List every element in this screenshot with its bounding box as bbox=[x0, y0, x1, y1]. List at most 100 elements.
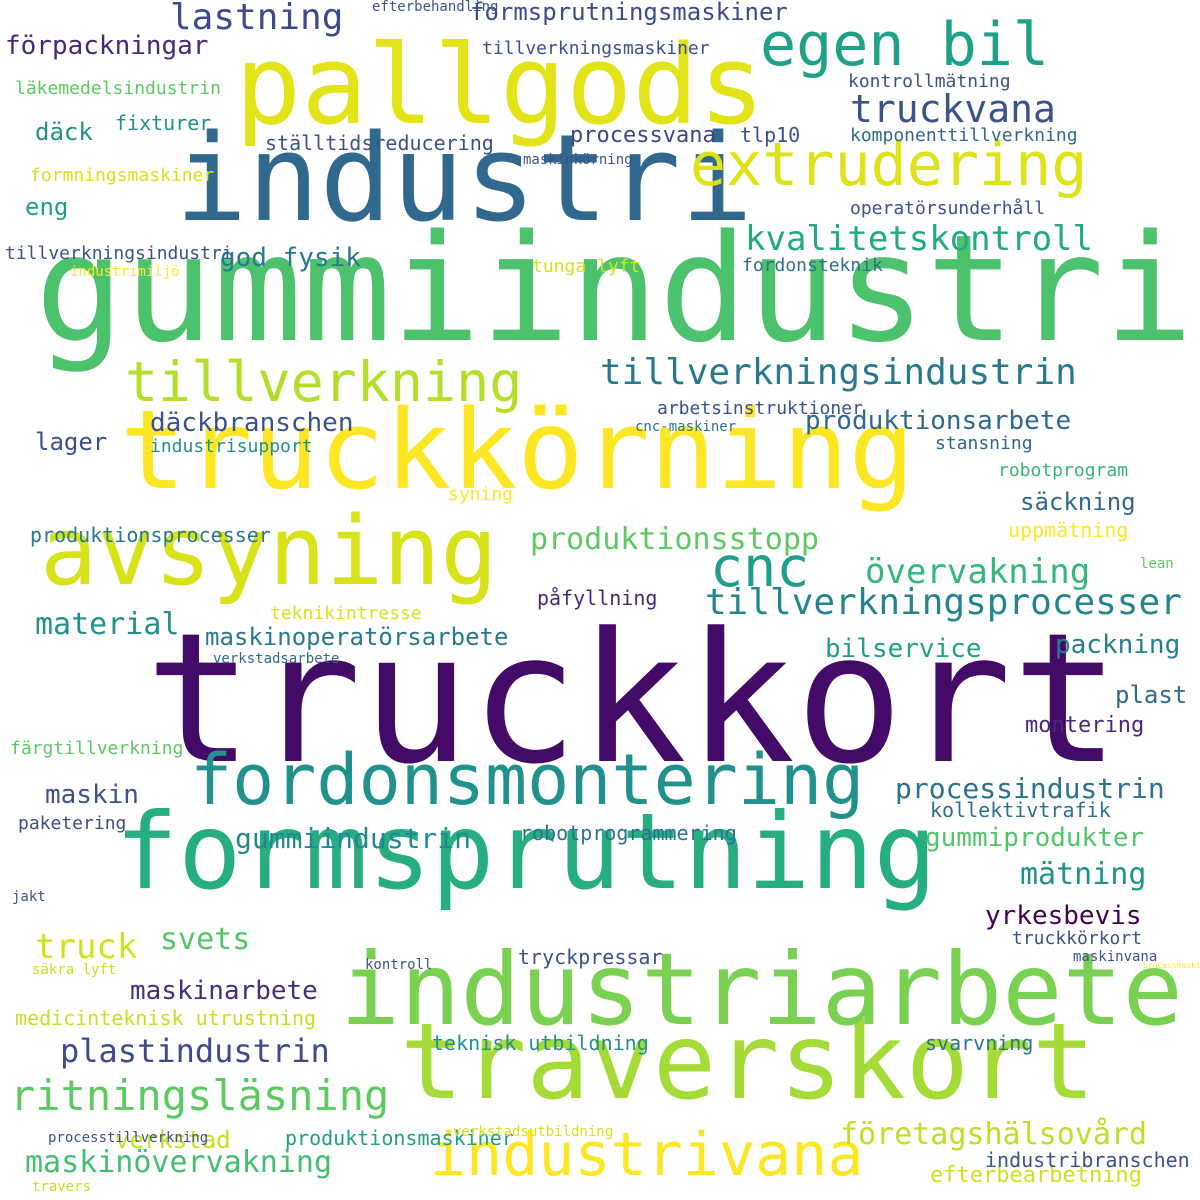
cloud-word: robotprogrammering bbox=[520, 821, 737, 845]
cloud-word: god fysik bbox=[220, 243, 361, 273]
cloud-word: verkstadsarbete bbox=[213, 651, 340, 667]
cloud-word: svarvning bbox=[925, 1031, 1034, 1055]
cloud-word: tillverkningsindustri bbox=[5, 243, 233, 264]
cloud-word: jakt bbox=[12, 889, 46, 905]
cloud-word: lastning bbox=[170, 0, 344, 38]
cloud-word: industriarbete bbox=[340, 931, 1183, 1048]
cloud-word: säckning bbox=[1020, 488, 1136, 516]
cloud-word: processindustrin bbox=[895, 772, 1165, 805]
cloud-word: industrisupport bbox=[150, 436, 313, 457]
cloud-word: kvalitetskontroll bbox=[745, 219, 1093, 259]
cloud-word: kollektivtrafik bbox=[930, 798, 1111, 822]
cloud-word: produktionsmaskiner bbox=[285, 1126, 514, 1150]
cloud-word: teknisk utbildning bbox=[432, 1031, 649, 1055]
cloud-word: färgtillverkning bbox=[10, 738, 184, 759]
cloud-word: företagshälsovård bbox=[840, 1117, 1148, 1152]
cloud-word: montering bbox=[1025, 713, 1145, 738]
cloud-word: paketering bbox=[18, 813, 127, 834]
cloud-word: förpackningar bbox=[5, 31, 209, 61]
cloud-word: egen bil bbox=[760, 10, 1049, 80]
cloud-word: mätning bbox=[1020, 857, 1147, 892]
cloud-word: traverskort bbox=[400, 1001, 1096, 1123]
cloud-word: läkemedelsindustrin bbox=[15, 78, 221, 99]
cloud-word: stansning bbox=[935, 433, 1033, 454]
cloud-word: robotprogram bbox=[998, 460, 1129, 481]
cloud-word: truck bbox=[35, 927, 138, 967]
cloud-word: ställtidsreducering bbox=[265, 131, 494, 155]
cloud-word: tillverkning bbox=[125, 350, 523, 414]
cloud-word: tlp10 bbox=[740, 123, 801, 147]
cloud-word: maskinoperatörsarbete bbox=[205, 623, 509, 651]
cloud-word: truckkörning bbox=[120, 386, 915, 514]
cloud-word: plastindustrin bbox=[60, 1032, 330, 1070]
cloud-word: syning bbox=[448, 484, 514, 505]
cloud-word: produktionsstopp bbox=[530, 522, 819, 557]
cloud-word: gummiindustrin bbox=[235, 822, 472, 855]
cloud-word: formningsmaskiner bbox=[30, 165, 215, 186]
cloud-word: cnc-maskiner bbox=[635, 419, 737, 435]
cloud-word: yrkesbevis bbox=[985, 901, 1142, 931]
cloud-word: operatörsunderhåll bbox=[850, 198, 1046, 219]
cloud-word: processtillverkning bbox=[48, 1130, 209, 1146]
cloud-word: truckkort bbox=[145, 595, 1121, 804]
cloud-word: övervakning bbox=[865, 552, 1091, 592]
cloud-word: travers bbox=[32, 1179, 92, 1195]
cloud-word: maskinvana bbox=[1073, 949, 1158, 965]
cloud-word: tryckpressar bbox=[518, 945, 663, 969]
cloud-word: tunga lyft bbox=[532, 256, 641, 277]
cloud-word: processmaskiner bbox=[1143, 961, 1200, 970]
cloud-word: extrudering bbox=[690, 130, 1088, 200]
cloud-word: medicinteknisk utrustning bbox=[15, 1006, 317, 1030]
cloud-word: verkstadsutbildning bbox=[453, 1124, 614, 1140]
cloud-word: verkstad bbox=[115, 1126, 231, 1154]
cloud-word: tillverkningsmaskiner bbox=[482, 38, 710, 59]
cloud-word: svets bbox=[160, 922, 251, 957]
cloud-word: uppmätning bbox=[1008, 518, 1129, 542]
cloud-word: formsprutningsmaskiner bbox=[470, 0, 788, 26]
cloud-word: säkra lyft bbox=[32, 962, 117, 978]
cloud-word: maskinarbete bbox=[130, 976, 318, 1006]
cloud-word: fixturer bbox=[115, 111, 212, 135]
cloud-word: lean bbox=[1140, 556, 1174, 572]
cloud-word: bilservice bbox=[825, 634, 982, 664]
cloud-word: teknikintresse bbox=[270, 603, 422, 624]
cloud-word: pallgods bbox=[235, 21, 765, 149]
cloud-word: kontrollmätning bbox=[848, 71, 1011, 92]
cloud-word: tillverkningsprocesser bbox=[705, 582, 1182, 623]
cloud-word: packning bbox=[1055, 630, 1181, 660]
cloud-word: truckvana bbox=[850, 87, 1056, 131]
cloud-word: gummiindustri bbox=[35, 203, 1194, 375]
cloud-word: cnc bbox=[710, 535, 810, 599]
cloud-word: processvana bbox=[570, 123, 716, 148]
cloud-word: maskin bbox=[45, 780, 139, 810]
cloud-word: gummiprodukter bbox=[925, 823, 1145, 853]
cloud-word: industrivana bbox=[430, 1120, 864, 1190]
cloud-word: tillverkningsindustrin bbox=[600, 352, 1077, 393]
cloud-word: industribranschen bbox=[985, 1148, 1190, 1172]
cloud-word: ritningsläsning bbox=[10, 1071, 390, 1120]
cloud-word: kontroll bbox=[365, 957, 433, 973]
cloud-word: formsprutning bbox=[115, 791, 937, 913]
cloud-word: industrimiljö bbox=[70, 264, 180, 280]
cloud-word: produktionsarbete bbox=[805, 406, 1072, 436]
cloud-word: industri bbox=[175, 110, 753, 249]
cloud-word: fordonsteknik bbox=[742, 255, 883, 276]
cloud-word: maskinkörning bbox=[523, 152, 633, 168]
cloud-word: arbetsinstruktioner bbox=[657, 398, 863, 419]
cloud-word: material bbox=[35, 607, 180, 642]
cloud-word: lager bbox=[35, 428, 108, 456]
cloud-word: produktionsprocesser bbox=[30, 523, 271, 547]
cloud-word: eng bbox=[25, 193, 69, 221]
cloud-word: efterbearbetning bbox=[930, 1163, 1142, 1188]
cloud-word: fordonsmontering bbox=[190, 739, 865, 821]
cloud-word: maskinövervakning bbox=[25, 1145, 333, 1180]
cloud-word: påfyllning bbox=[537, 586, 658, 610]
cloud-word: komponenttillverkning bbox=[850, 125, 1078, 146]
cloud-word: efterbehandling bbox=[372, 0, 499, 15]
cloud-word: plast bbox=[1115, 681, 1188, 709]
cloud-word: truckkörkort bbox=[1012, 928, 1143, 949]
cloud-word: däck bbox=[35, 118, 93, 146]
cloud-word: däckbranschen bbox=[150, 408, 354, 438]
cloud-word: avsyning bbox=[40, 497, 498, 607]
